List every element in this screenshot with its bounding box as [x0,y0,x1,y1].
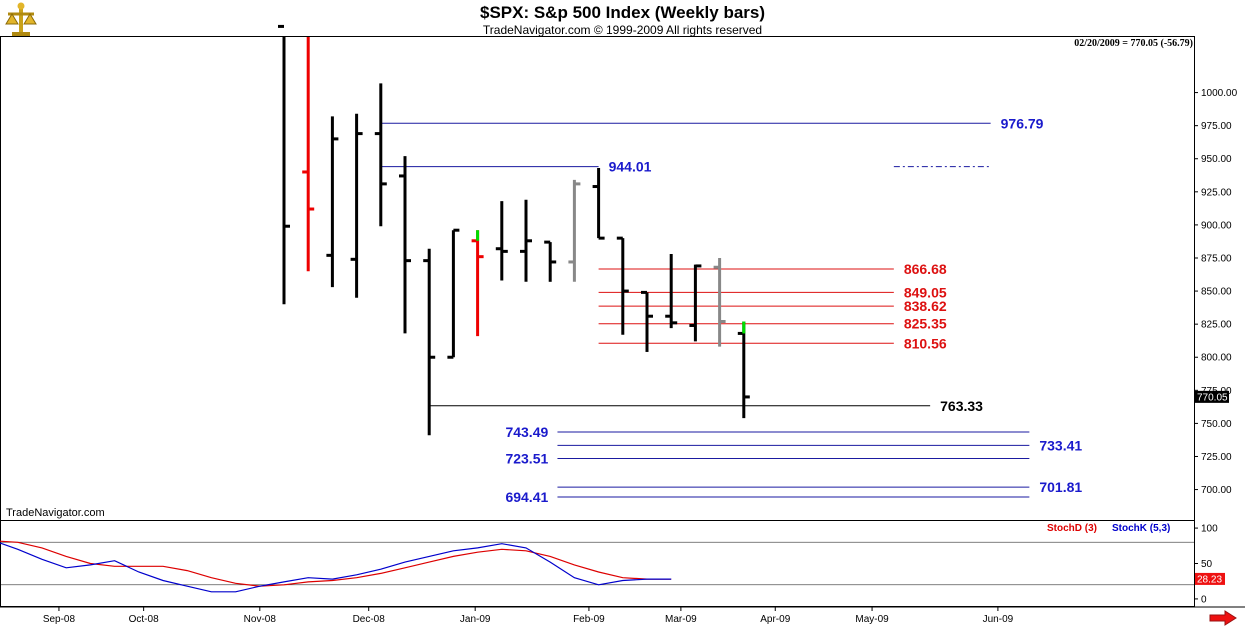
time-tick-label: Jun-09 [983,614,1014,625]
price-tick-label: 700.00 [1201,485,1232,496]
time-tick-label: Jan-09 [460,614,491,625]
level-label: 743.49 [505,424,548,440]
time-tick-label: Feb-09 [573,614,605,625]
level-label: 810.56 [904,335,947,351]
price-tick-label: 900.00 [1201,220,1232,231]
ohlc-bar [641,290,653,352]
watermark: TradeNavigator.com [6,507,105,519]
level-label: 701.81 [1039,479,1082,495]
stoch-last-label: 28.23 [1197,574,1222,585]
ohlc-bar [544,240,557,282]
ohlc-bar [495,201,508,281]
time-tick-label: Sep-08 [43,614,76,625]
ohlc-bar [520,199,532,282]
ohlc-bar [592,168,605,240]
stoch-series-line [0,542,672,593]
level-label: 763.33 [940,398,983,414]
ohlc-bar [713,257,726,347]
level-label: 723.51 [505,450,548,466]
price-tick-label: 750.00 [1201,419,1232,430]
ohlc-bar [326,116,339,288]
price-tick-label: 1000.00 [1201,88,1238,99]
time-tick-label: Dec-08 [353,614,386,625]
legend-stoch-d: StochD (3) [1047,523,1097,534]
stoch-series-line [0,540,672,587]
stoch-panel-frame [0,520,1195,607]
ohlc-bar [689,264,702,342]
time-tick-label: Oct-08 [129,614,159,625]
scroll-right-arrow-icon[interactable] [1209,610,1237,626]
time-tick-label: Nov-08 [244,614,277,625]
stoch-tick-label: 100 [1201,524,1218,535]
ohlc-bar [447,228,460,359]
price-tick-label: 925.00 [1201,187,1232,198]
level-label: 866.68 [904,261,947,277]
price-tick-label: 800.00 [1201,353,1232,364]
ohlc-bar [278,24,290,305]
level-label: 976.79 [1001,115,1044,131]
stoch-tick-label: 50 [1201,559,1213,570]
stochastic-panel: 100 50 0 StochD (3) StochK (5,3) 28.23 [0,523,1225,605]
price-tick-label: 825.00 [1201,320,1232,331]
level-label: 825.35 [904,316,947,332]
price-tick-label: 975.00 [1201,121,1232,132]
price-axis: 1000.00 975.00 950.00 925.00 900.00 875.00 850… [1194,88,1238,496]
stoch-tick-label: 0 [1201,594,1207,605]
level-label: 944.01 [609,159,652,175]
ohlc-bar [568,179,581,282]
level-label: 838.62 [904,298,947,314]
level-label: 694.41 [505,489,548,505]
legend-stoch-k: StochK (5,3) [1112,523,1170,534]
time-tick-label: May-09 [855,614,889,625]
ohlc-bar [374,83,387,227]
copyright-subtitle: TradeNavigator.com © 1999-2009 All right… [482,23,763,37]
level-label: 733.41 [1039,437,1082,453]
price-tick-label: 950.00 [1201,154,1232,165]
page-title: $SPX: S&p 500 Index (Weekly bars) [479,3,766,22]
tradenavigator-logo-icon [5,2,37,36]
price-panel-frame [0,36,1195,521]
level-label: 849.05 [904,284,947,300]
price-readout: 02/20/2009 = 770.05 (-56.79) [1074,38,1193,49]
ohlc-bar [350,113,363,298]
ohlc-bar [616,236,629,335]
ohlc-bar [399,156,411,334]
ohlc-bar [423,248,436,436]
ohlc-bar [302,37,315,272]
last-price-tag [1195,390,1229,403]
time-tick-label: Mar-09 [665,614,697,625]
price-tick-label: 850.00 [1201,287,1232,298]
last-price-label: 770.05 [1197,392,1228,403]
stoch-last-tag [1195,572,1225,585]
time-axis: Aug-08Sep-08Oct-08Nov-08Dec-08Jan-09Feb-… [43,607,1014,625]
ohlc-bar [665,254,678,329]
ohlc-bars [278,24,750,436]
price-tick-label: 725.00 [1201,452,1232,463]
time-tick-label: Apr-09 [760,614,790,625]
price-tick-label: 875.00 [1201,253,1232,264]
